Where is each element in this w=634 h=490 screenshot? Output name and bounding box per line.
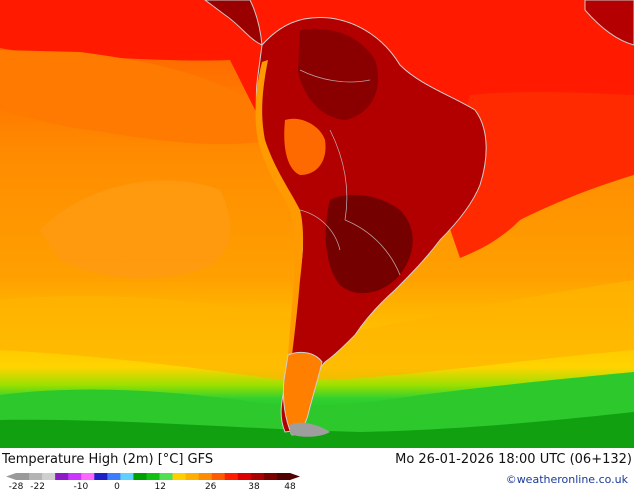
legend-swatch bbox=[81, 473, 95, 480]
legend-swatch bbox=[211, 473, 226, 480]
legend-swatch bbox=[250, 473, 265, 480]
legend-swatch bbox=[120, 473, 134, 480]
legend-tick-label: 12 bbox=[154, 482, 165, 490]
patagonia bbox=[282, 351, 323, 436]
site-credit[interactable]: ©weatheronline.co.uk bbox=[505, 473, 628, 486]
legend-swatch bbox=[146, 473, 161, 480]
legend-swatch bbox=[133, 473, 147, 480]
heat-core-amazon bbox=[298, 28, 379, 120]
legend-tick-label: 38 bbox=[248, 482, 260, 490]
legend-swatch bbox=[263, 473, 278, 480]
legend-swatch bbox=[94, 473, 108, 480]
legend-tick-label: -22 bbox=[30, 482, 45, 490]
pacific-warm-tongue bbox=[0, 50, 270, 145]
map-title: Temperature High (2m) [°C] GFS bbox=[2, 452, 214, 467]
legend-swatch bbox=[107, 473, 121, 480]
heat-core-brazil bbox=[325, 194, 413, 294]
map-datetime: Mo 26-01-2026 18:00 UTC (06+132) bbox=[395, 452, 632, 467]
map-footer: Temperature High (2m) [°C] GFS Mo 26-01-… bbox=[0, 448, 634, 490]
legend-swatch bbox=[16, 473, 30, 480]
andes-highlands bbox=[255, 60, 304, 355]
legend-swatch bbox=[276, 473, 291, 480]
southern-cold-band-dark bbox=[0, 412, 634, 448]
legend-swatch bbox=[159, 473, 174, 480]
legend-tick-label: -10 bbox=[74, 482, 89, 490]
legend-tick-label: 26 bbox=[205, 482, 217, 490]
legend-swatch bbox=[55, 473, 69, 480]
legend-swatch bbox=[42, 473, 56, 480]
tierra-del-fuego bbox=[290, 422, 330, 437]
legend-arrow-high bbox=[290, 473, 300, 480]
country-borders bbox=[299, 69, 401, 276]
legend-swatch bbox=[68, 473, 82, 480]
pacific-light-patch bbox=[40, 180, 231, 279]
legend-swatch bbox=[224, 473, 239, 480]
legend-arrow-low bbox=[6, 473, 16, 480]
legend-swatch bbox=[185, 473, 200, 480]
east-atlantic-red bbox=[440, 91, 634, 258]
legend-tick-label: 0 bbox=[114, 482, 120, 490]
central-america bbox=[204, 0, 263, 46]
legend-swatch bbox=[29, 473, 43, 480]
altiplano-orange bbox=[284, 118, 326, 175]
legend-tick-label: -28 bbox=[9, 482, 24, 490]
legend-swatch bbox=[237, 473, 252, 480]
legend-tick-label: 48 bbox=[284, 482, 296, 490]
temperature-map bbox=[0, 0, 634, 448]
color-legend: -28 -22 -10 0 12 26 38 48 bbox=[6, 473, 300, 490]
legend-swatch bbox=[172, 473, 187, 480]
legend-swatch bbox=[198, 473, 213, 480]
